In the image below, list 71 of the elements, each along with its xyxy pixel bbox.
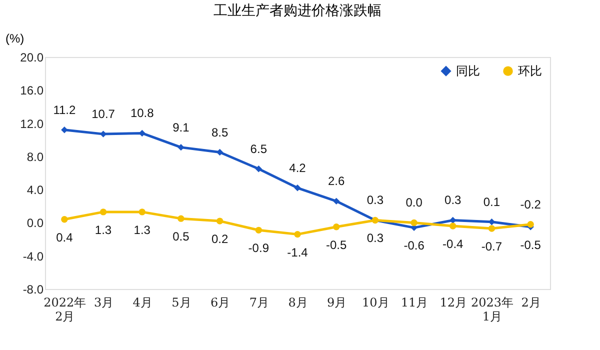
- point: [294, 230, 301, 238]
- point: [332, 198, 340, 205]
- point: [527, 221, 534, 228]
- x-tick-label: 5月: [172, 296, 192, 310]
- point: [138, 130, 146, 137]
- data-label: 1.3: [134, 222, 151, 237]
- y-tick-label: 4.0: [26, 183, 44, 198]
- x-tick-label: 4月: [132, 296, 152, 310]
- point: [294, 184, 301, 192]
- data-label: 0.3: [366, 231, 384, 246]
- point: [178, 144, 184, 151]
- point: [216, 148, 224, 156]
- y-axis-title: (%): [6, 32, 24, 46]
- x-tick-label: 2023年 1月: [470, 296, 514, 324]
- data-label: -0.2: [520, 197, 542, 212]
- data-label: 0.3: [366, 193, 384, 208]
- data-label: 8.5: [211, 125, 228, 140]
- data-label: -0.7: [481, 240, 502, 254]
- x-tick-label: 2022年 2月: [44, 296, 86, 324]
- data-label: 2.6: [328, 174, 346, 188]
- data-label: 0.3: [444, 193, 462, 208]
- data-label: 0.0: [406, 196, 423, 210]
- data-label: 9.1: [172, 120, 190, 134]
- x-tick-label: 2月: [521, 296, 541, 310]
- data-label: -0.5: [326, 238, 348, 252]
- point: [255, 166, 262, 172]
- x-tick-label: 3月: [94, 296, 114, 310]
- point: [410, 219, 418, 226]
- data-label: 0.2: [211, 232, 228, 246]
- data-label: -0.5: [520, 238, 542, 252]
- data-label: -0.9: [248, 241, 270, 256]
- x-tick-label: 8月: [288, 296, 308, 310]
- data-label: 6.5: [250, 142, 268, 156]
- point: [61, 216, 68, 223]
- data-label: 0.5: [172, 230, 190, 244]
- point: [138, 208, 146, 216]
- legend-label: 环比: [518, 64, 542, 78]
- y-tick-label: 16.0: [20, 84, 44, 98]
- point: [61, 126, 68, 134]
- data-label: -0.4: [442, 237, 464, 252]
- point: [178, 215, 184, 222]
- x-tick-label: 12月: [440, 296, 468, 310]
- x-tick-label: 11月: [400, 296, 428, 310]
- data-label: 4.2: [289, 160, 306, 175]
- data-label: -1.4: [287, 245, 308, 260]
- data-label: 0.1: [483, 194, 500, 209]
- legend-label: 同比: [456, 64, 480, 78]
- x-tick-label: 6月: [210, 296, 230, 310]
- data-label: 0.4: [56, 230, 74, 244]
- x-tick-label: 9月: [327, 296, 347, 310]
- data-label: 11.2: [53, 102, 76, 117]
- point: [488, 225, 496, 232]
- data-label: 10.8: [130, 106, 154, 120]
- point: [100, 208, 107, 216]
- y-tick-label: 20.0: [20, 50, 44, 64]
- point: [216, 218, 224, 224]
- x-tick-label: 7月: [249, 296, 269, 310]
- y-tick-label: -8.0: [22, 282, 44, 296]
- y-tick-label: 0.0: [26, 216, 44, 230]
- data-label: 10.7: [92, 107, 116, 122]
- point: [332, 224, 340, 230]
- y-tick-label: 8.0: [26, 150, 44, 164]
- chart-title: 工业生产者购进价格涨跌幅: [214, 2, 382, 18]
- y-tick-label: 12.0: [20, 116, 44, 131]
- point: [450, 222, 456, 230]
- x-tick-label: 10月: [362, 296, 390, 310]
- y-tick-label: -4.0: [22, 249, 44, 264]
- point: [450, 216, 456, 224]
- data-label: 1.3: [94, 222, 112, 237]
- point: [255, 226, 262, 234]
- data-label: -0.6: [404, 238, 425, 253]
